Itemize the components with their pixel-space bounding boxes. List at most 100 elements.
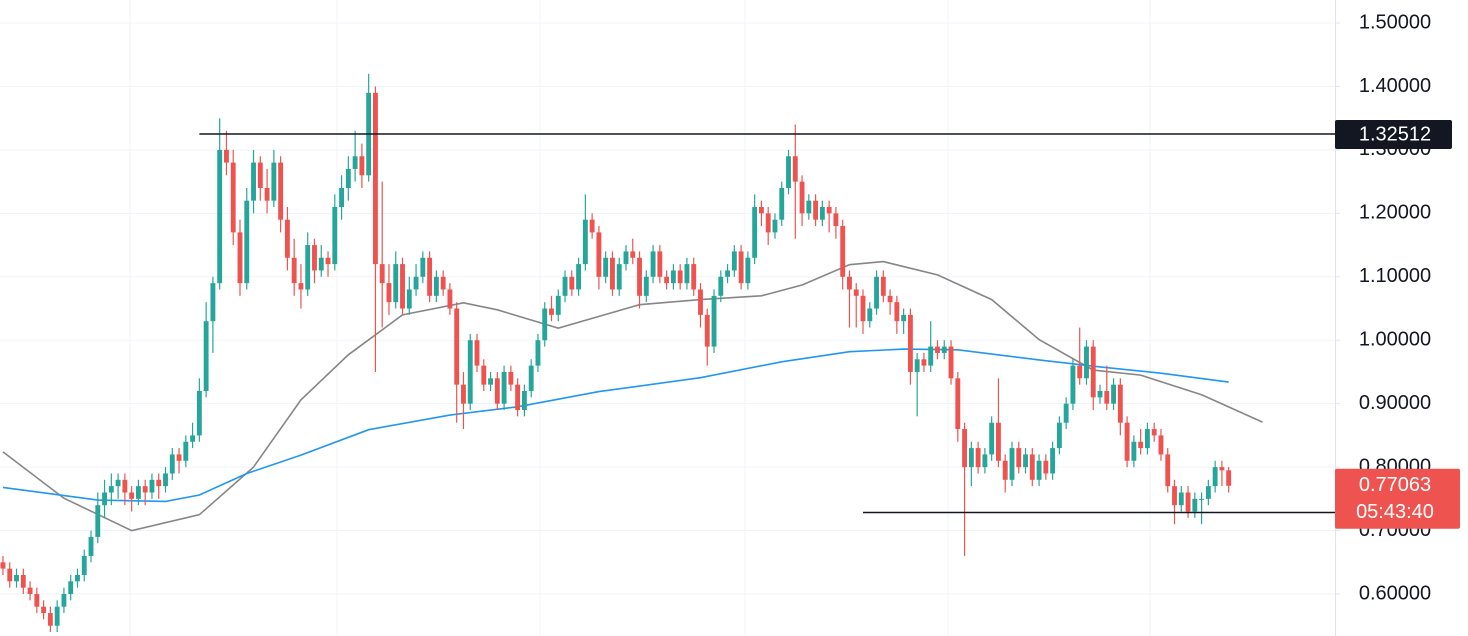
candle-body xyxy=(0,562,6,569)
candle-body xyxy=(400,264,405,309)
candle-body xyxy=(345,168,351,188)
candle-body xyxy=(7,568,13,582)
y-tick-label: 1.00000 xyxy=(1359,329,1431,351)
candle-body xyxy=(535,340,541,366)
candle-body xyxy=(1050,448,1056,474)
candle-body xyxy=(1205,486,1211,499)
candle-body xyxy=(528,365,534,391)
candle-body xyxy=(1070,365,1076,404)
candle-body xyxy=(1219,467,1225,471)
y-tick-label: 1.20000 xyxy=(1359,202,1431,224)
candle-body xyxy=(643,276,649,296)
y-tick-label: 1.10000 xyxy=(1359,265,1431,287)
candle-body xyxy=(1151,429,1157,436)
candle-body xyxy=(894,302,900,322)
candle-body xyxy=(935,346,940,353)
candle-body xyxy=(224,149,229,163)
candle-body xyxy=(359,156,365,176)
candle-body xyxy=(169,454,175,474)
candle-body xyxy=(379,264,385,284)
candle-body xyxy=(440,276,446,290)
candle-body xyxy=(1158,435,1164,455)
candle-body xyxy=(508,371,514,385)
candle-body xyxy=(975,448,981,468)
candle-body xyxy=(108,486,114,493)
candle-body xyxy=(1090,346,1096,398)
candle-body xyxy=(731,251,737,271)
candle-body xyxy=(1029,454,1035,480)
candle-body xyxy=(718,276,724,296)
candle-body xyxy=(115,479,121,487)
candle-body xyxy=(549,308,554,315)
y-tick-label: 0.60000 xyxy=(1359,582,1431,604)
candle-body xyxy=(1043,460,1049,474)
candle-body xyxy=(616,264,622,290)
candle-body xyxy=(291,257,297,284)
candle-body xyxy=(237,232,243,284)
candle-body xyxy=(962,429,968,468)
candle-body xyxy=(278,162,284,220)
y-tick-label: 1.40000 xyxy=(1359,75,1431,97)
candle-body xyxy=(982,454,988,468)
candle-body xyxy=(901,314,907,322)
candle-body xyxy=(14,574,19,582)
candle-body xyxy=(860,295,866,322)
candle-body xyxy=(1097,390,1103,398)
candle-body xyxy=(129,492,135,499)
candle-body xyxy=(738,251,744,284)
candle-body xyxy=(406,289,412,309)
candle-body xyxy=(792,156,798,182)
candle-body xyxy=(467,340,473,404)
candle-body xyxy=(230,162,236,233)
candle-body xyxy=(501,371,507,404)
current-price-label: 0.77063 xyxy=(1359,474,1431,496)
candle-body xyxy=(555,295,561,315)
candle-body xyxy=(786,156,791,188)
candle-body xyxy=(623,251,629,265)
level-tag xyxy=(1335,119,1452,149)
candle-body xyxy=(298,283,304,290)
candle-body xyxy=(725,270,731,277)
candle-body xyxy=(325,257,331,265)
candle-body xyxy=(1199,498,1205,500)
candle-body xyxy=(352,156,358,169)
candle-body xyxy=(217,149,223,284)
candle-body xyxy=(914,359,920,372)
candle-body xyxy=(677,270,683,284)
candle-body xyxy=(968,448,974,468)
candle-body xyxy=(704,314,710,347)
candle-body xyxy=(582,219,588,265)
y-tick-label: 1.50000 xyxy=(1359,11,1431,33)
candle-body xyxy=(149,479,155,493)
candle-body xyxy=(772,219,778,233)
candle-body xyxy=(318,257,324,271)
candle-body xyxy=(542,308,548,341)
candle-body xyxy=(1023,454,1028,468)
candle-body xyxy=(420,257,426,277)
candle-body xyxy=(758,207,764,214)
candle-body xyxy=(1111,384,1116,404)
candle-body xyxy=(447,289,453,309)
candle-body xyxy=(1036,460,1042,480)
candle-body xyxy=(264,187,270,201)
candle-body xyxy=(135,486,141,499)
candle-body xyxy=(847,276,852,290)
candle-body xyxy=(372,92,378,265)
candle-body xyxy=(765,213,771,233)
candle-body xyxy=(1063,403,1069,423)
candle-body xyxy=(1144,429,1150,449)
candle-body xyxy=(271,162,277,201)
candle-body xyxy=(603,257,609,277)
candle-body xyxy=(1226,470,1232,486)
candle-body xyxy=(515,384,521,411)
candle-body xyxy=(664,276,670,284)
candle-body xyxy=(196,390,202,436)
countdown-label: 05:43:40 xyxy=(1356,501,1434,523)
candle-body xyxy=(826,207,832,214)
candle-body xyxy=(1212,467,1218,487)
moving-average xyxy=(2,348,1229,503)
candle-body xyxy=(183,441,189,461)
candle-body xyxy=(61,594,67,607)
candle-body xyxy=(1178,492,1184,506)
